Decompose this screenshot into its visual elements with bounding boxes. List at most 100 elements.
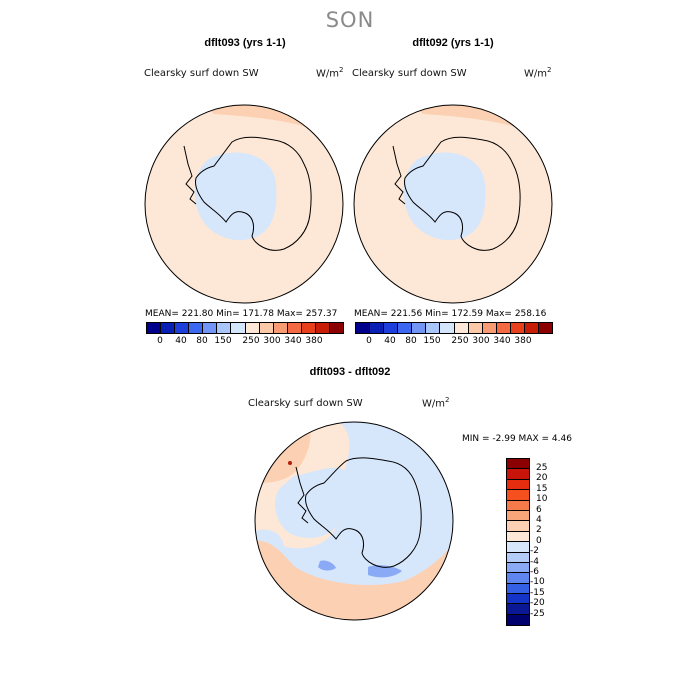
- colorbar-tick-label: 0: [366, 336, 372, 346]
- colorbar-swatch: [454, 323, 469, 333]
- diff-stats: MIN = -2.99 MAX = 4.46: [462, 434, 572, 444]
- diff-variable-label: Clearsky surf down SW: [248, 398, 363, 409]
- warm-patch-ne: [424, 422, 453, 461]
- colorbar-swatch: [231, 323, 246, 333]
- colorbar-tick-label: -20: [530, 598, 545, 609]
- diff-colorbar-ticks: 25 20 15 10 6 4 2 0 -2 -4 -6 -10 -15 -20 -25: [530, 458, 574, 626]
- right-colorbar: [355, 322, 553, 334]
- colorbar-tick-label: 300: [472, 336, 490, 346]
- colorbar-swatch: [507, 604, 529, 615]
- cool-region: [255, 422, 453, 620]
- right-unit-label: W/m2: [524, 66, 552, 80]
- map-rim: [353, 104, 553, 304]
- colorbar-swatch: [412, 323, 427, 333]
- left-unit-label: W/m2: [316, 66, 344, 80]
- right-panel-title: dflt092 (yrs 1-1): [412, 37, 494, 49]
- colorbar-swatch: [147, 323, 162, 333]
- colorbar-swatch: [507, 542, 529, 553]
- colorbar-tick-label: 80: [196, 336, 208, 346]
- colorbar-tick-label: 80: [405, 336, 417, 346]
- colorbar-swatch: [287, 323, 302, 333]
- colorbar-swatch: [259, 323, 274, 333]
- colorbar-swatch: [217, 323, 232, 333]
- colorbar-swatch: [507, 614, 529, 626]
- warm-spot: [288, 461, 292, 465]
- colorbar-tick-label: 380: [305, 336, 323, 346]
- cool-center: [275, 467, 351, 538]
- colorbar-tick-label: -10: [530, 577, 545, 588]
- colorbar-swatch: [161, 323, 176, 333]
- diff-panel-title: dflt093 - dflt092: [309, 366, 391, 378]
- colorbar-tick-label: 340: [493, 336, 511, 346]
- colorbar-swatch: [356, 323, 371, 333]
- colorbar-swatch: [507, 583, 529, 595]
- colorbar-tick-label: 150: [423, 336, 441, 346]
- colorbar-swatch: [507, 479, 529, 491]
- colorbar-tick-label: 20: [536, 473, 548, 484]
- deep-cool-patch: [368, 565, 402, 578]
- cool-region: [403, 152, 486, 241]
- peninsula-outline: [295, 466, 309, 524]
- colorbar-tick-label: 250: [242, 336, 260, 346]
- colorbar-tick-label: -6: [530, 567, 539, 577]
- map-rim: [144, 104, 344, 304]
- colorbar-swatch: [510, 323, 525, 333]
- colorbar-swatch: [507, 490, 529, 501]
- colorbar-swatch: [370, 323, 385, 333]
- colorbar-swatch: [468, 323, 483, 333]
- cool-region: [194, 152, 277, 241]
- colorbar-tick-label: 40: [384, 336, 396, 346]
- colorbar-swatch: [384, 323, 399, 333]
- colorbar-swatch: [539, 323, 553, 333]
- colorbar-swatch: [507, 459, 529, 470]
- colorbar-tick-label: 300: [263, 336, 281, 346]
- colorbar-tick-label: -2: [530, 546, 539, 557]
- diff-unit-label: W/m2: [422, 396, 450, 410]
- colorbar-tick-label: 25: [536, 463, 548, 473]
- left-colorbar-ticks: 0 40 80 150 250 300 340 380: [146, 336, 342, 348]
- colorbar-tick-label: 150: [214, 336, 232, 346]
- right-stats: MEAN= 221.56 Min= 172.59 Max= 258.16: [354, 309, 547, 319]
- colorbar-swatch: [273, 323, 288, 333]
- colorbar-swatch: [330, 323, 344, 333]
- deep-cool-patch-2: [318, 560, 336, 571]
- colorbar-tick-label: 6: [536, 504, 542, 515]
- colorbar-swatch: [175, 323, 190, 333]
- peninsula-outline: [183, 145, 197, 205]
- colorbar-swatch: [496, 323, 511, 333]
- colorbar-swatch: [203, 323, 218, 333]
- colorbar-swatch: [440, 323, 455, 333]
- colorbar-tick-label: 15: [536, 483, 548, 494]
- colorbar-tick-label: 40: [175, 336, 187, 346]
- antarctica-coastline: [404, 136, 521, 251]
- left-panel-title: dflt093 (yrs 1-1): [204, 37, 286, 49]
- colorbar-tick-label: 380: [514, 336, 532, 346]
- colorbar-swatch: [507, 531, 529, 543]
- season-title: SON: [325, 8, 375, 32]
- colorbar-swatch: [507, 594, 529, 605]
- colorbar-swatch: [398, 323, 413, 333]
- colorbar-tick-label: -25: [530, 608, 545, 619]
- colorbar-swatch: [507, 573, 529, 584]
- diff-colorbar: [506, 458, 530, 627]
- left-stats: MEAN= 221.80 Min= 171.78 Max= 257.37: [145, 309, 338, 319]
- colorbar-swatch: [507, 562, 529, 574]
- colorbar-tick-label: 4: [536, 515, 542, 525]
- colorbar-tick-label: 2: [536, 525, 542, 536]
- colorbar-swatch: [245, 323, 260, 333]
- antarctica-coastline: [305, 457, 422, 568]
- colorbar-swatch: [507, 500, 529, 511]
- colorbar-swatch: [507, 521, 529, 532]
- colorbar-swatch: [315, 323, 331, 333]
- warm-band: [255, 540, 453, 620]
- antarctica-coastline: [195, 136, 312, 251]
- colorbar-tick-label: 0: [157, 336, 163, 346]
- colorbar-swatch: [524, 323, 540, 333]
- right-polar-map: [353, 104, 553, 304]
- left-polar-map: [144, 104, 344, 304]
- peninsula-outline: [392, 145, 406, 205]
- map-rim: [254, 421, 454, 621]
- colorbar-swatch: [507, 510, 529, 522]
- colorbar-swatch: [189, 323, 204, 333]
- colorbar-tick-label: -4: [530, 556, 539, 567]
